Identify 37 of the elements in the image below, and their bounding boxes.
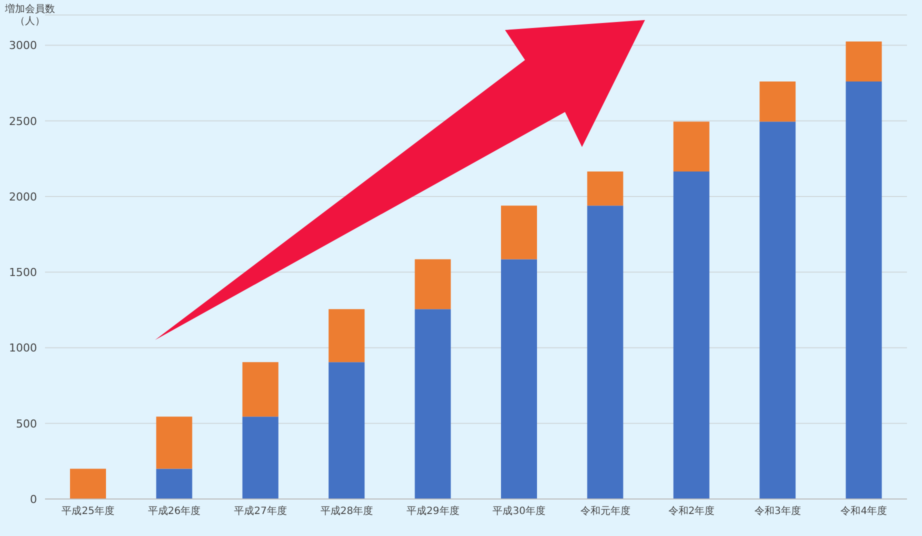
bar — [760, 82, 796, 122]
y-tick-label: 1500 — [9, 266, 37, 280]
bar — [414, 309, 451, 499]
bar — [328, 309, 365, 362]
y-tick-label: 1000 — [9, 342, 37, 355]
x-tick-label: 令和元年度 — [580, 505, 630, 518]
bar — [673, 122, 710, 172]
bar — [242, 362, 278, 417]
bar — [587, 206, 624, 499]
bar — [156, 468, 192, 499]
bar — [242, 416, 278, 499]
x-tick-label: 平成27年度 — [234, 505, 287, 518]
bar — [760, 122, 796, 499]
bar — [156, 416, 192, 469]
bar — [587, 172, 624, 206]
bar — [70, 468, 106, 499]
bar — [673, 172, 710, 499]
x-tick-label: 平成28年度 — [320, 505, 374, 518]
bar — [414, 259, 451, 310]
y-tick-label: 2000 — [9, 190, 37, 204]
x-tick-label: 令和4年度 — [840, 505, 888, 518]
x-tick-label: 平成26年度 — [148, 505, 201, 518]
x-tick-label: 令和3年度 — [754, 505, 801, 518]
y-tick-label: 500 — [16, 417, 37, 430]
bar — [501, 206, 537, 260]
bar — [846, 82, 882, 499]
x-tick-label: 平成30年度 — [492, 505, 546, 518]
y-tick-label: 3000 — [9, 39, 37, 52]
bar — [328, 362, 365, 499]
x-tick-label: 令和2年度 — [668, 505, 715, 518]
y-tick-label: 2500 — [9, 114, 37, 128]
bar — [501, 259, 537, 499]
y-axis-title: 増加会員数（人） — [4, 4, 56, 28]
y-tick-label: 0 — [30, 492, 37, 506]
x-tick-label: 平成25年度 — [62, 505, 114, 518]
bar — [846, 41, 882, 82]
x-tick-label: 平成29年度 — [406, 505, 460, 518]
